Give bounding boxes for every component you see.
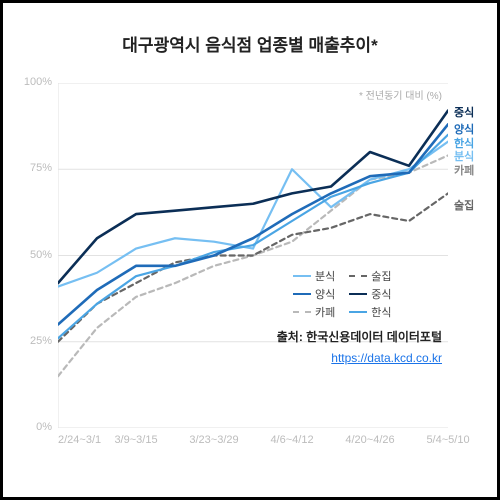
legend-swatch-icon: [349, 275, 367, 277]
legend-label: 카페: [315, 304, 335, 320]
legend-swatch-icon: [293, 293, 311, 295]
y-tick-label: 0%: [18, 421, 52, 433]
x-tick-label: 4/20~4/26: [340, 434, 400, 446]
legend-swatch-icon: [349, 311, 367, 313]
x-tick-label: 3/9~3/15: [106, 434, 166, 446]
y-tick-label: 100%: [18, 76, 52, 88]
x-tick-label: 4/6~4/12: [262, 434, 322, 446]
y-tick-label: 75%: [18, 162, 52, 174]
legend-item: 한식: [349, 304, 391, 320]
legend-label: 분식: [315, 268, 335, 284]
series-bunsik: [58, 142, 448, 287]
legend-label: 한식: [371, 304, 391, 320]
source-link[interactable]: https://data.kcd.co.kr: [331, 351, 442, 365]
legend-swatch-icon: [293, 275, 311, 277]
series-chinese: [58, 111, 448, 284]
legend-label: 중식: [371, 286, 391, 302]
series-end-label-bar: 술집: [454, 197, 474, 213]
legend-label: 술집: [371, 268, 391, 284]
series-end-label-cafe: 카페: [454, 162, 474, 178]
legend-item: 중식: [349, 286, 391, 302]
legend-swatch-icon: [293, 311, 311, 313]
source-block: 출처: 한국신용데이터 데이터포털 https://data.kcd.co.kr: [277, 328, 442, 365]
source-text: 출처: 한국신용데이터 데이터포털: [277, 328, 442, 345]
chart-plot: [58, 83, 448, 428]
chart-title: 대구광역시 음식점 업종별 매출추이*: [3, 31, 497, 56]
y-tick-label: 25%: [18, 335, 52, 347]
chart-legend: 분식양식카페 술집중식한식: [293, 268, 392, 322]
legend-item: 술집: [349, 268, 391, 284]
x-tick-label: 5/4~5/10: [418, 434, 478, 446]
x-tick-label: 3/23~3/29: [184, 434, 244, 446]
legend-item: 분식: [293, 268, 335, 284]
legend-item: 양식: [293, 286, 335, 302]
series-end-label-chinese: 중식: [454, 104, 474, 120]
legend-label: 양식: [315, 286, 335, 302]
legend-swatch-icon: [349, 293, 367, 295]
y-tick-label: 50%: [18, 249, 52, 261]
legend-item: 카페: [293, 304, 335, 320]
